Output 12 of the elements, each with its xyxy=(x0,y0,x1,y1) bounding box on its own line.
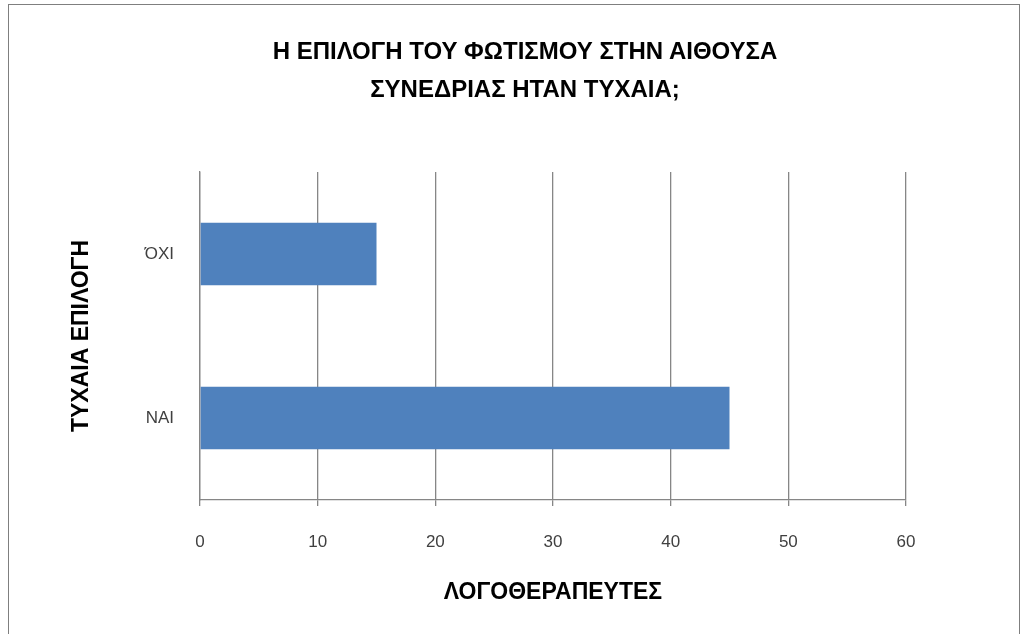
x-tick-label: 50 xyxy=(778,531,798,551)
x-tick-label: 40 xyxy=(661,531,681,551)
x-tick-label: 0 xyxy=(195,531,205,551)
x-tick-label: 10 xyxy=(308,531,328,551)
x-axis-title: ΛΟΓΟΘΕΡΑΠΕΥΤΕΣ xyxy=(443,577,663,604)
x-tick-label: 60 xyxy=(896,531,916,551)
x-tick-label: 20 xyxy=(425,531,445,551)
x-tick-label: 30 xyxy=(543,531,563,551)
chart-title: Η ΕΠΙΛΟΓΗ ΤΟΥ ΦΩΤΙΣΜΟΥ ΣΤΗΝ ΑΙΘΟΥΣΑ ΣΥΝΕΔΡΙΑΣ ΗΤΑΝ ΤΥΧΑΙΑ; xyxy=(271,36,779,104)
y-tick-label: ΝΑΙ xyxy=(145,407,174,427)
y-tick-label: ΌΧΙ xyxy=(143,243,174,263)
y-axis-title: ΤΥΧΑΙΑ ΕΠΙΛΟΓΗ xyxy=(67,239,94,433)
